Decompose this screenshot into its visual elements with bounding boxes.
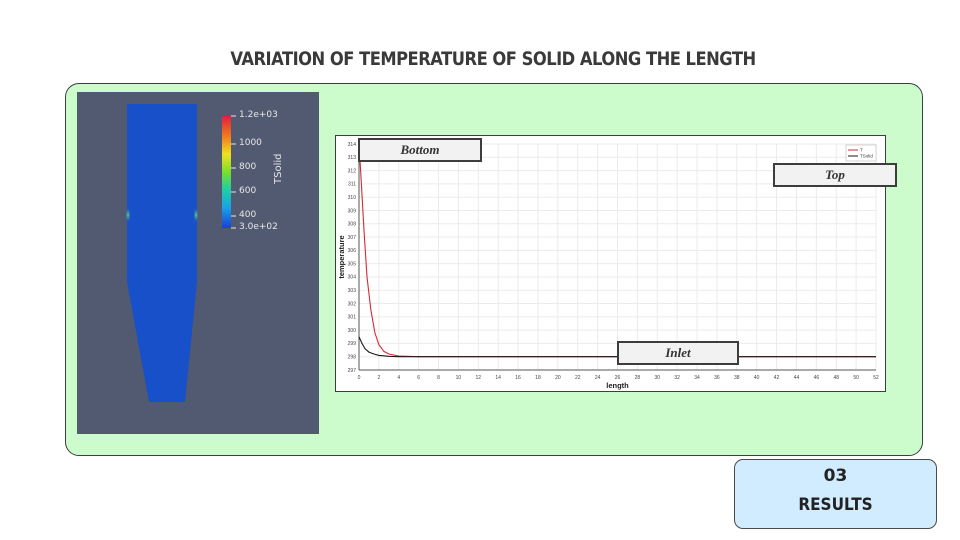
colorbar-tick-label: 1000	[239, 138, 262, 148]
y-tick-label: 305	[348, 261, 357, 267]
x-tick-label: 12	[476, 375, 482, 381]
colorbar-tick-label: 1.2e+03	[239, 110, 278, 120]
section-label: RESULTS	[798, 495, 873, 515]
y-tick-label: 297	[348, 368, 357, 374]
x-tick-label: 0	[358, 375, 361, 381]
colorbar-tick-label: 600	[239, 186, 257, 196]
temperature-contour-render: 1.2e+03 1000 800 600 400 3.0e+02 TSolid	[77, 92, 319, 434]
y-tick-label: 312	[348, 168, 357, 174]
x-tick-label: 22	[575, 375, 581, 381]
annotation-top: Top	[773, 163, 897, 187]
inlet-hotspot-left	[125, 207, 131, 223]
x-tick-label: 24	[595, 375, 601, 381]
y-tick-label: 313	[348, 155, 357, 161]
vessel-geometry	[127, 104, 197, 402]
legend-box	[845, 144, 877, 162]
legend-label: T	[860, 148, 863, 153]
y-tick-label: 307	[348, 235, 357, 241]
section-badge: 03 RESULTS	[734, 459, 937, 529]
x-tick-label: 52	[873, 375, 879, 381]
x-tick-label: 36	[714, 375, 720, 381]
x-tick-label: 18	[535, 375, 541, 381]
x-tick-label: 40	[754, 375, 760, 381]
y-axis-label: temperature	[337, 235, 346, 278]
x-tick-label: 14	[495, 375, 501, 381]
legend-label: TSolid	[860, 154, 873, 159]
y-tick-label: 311	[348, 182, 356, 188]
y-tick-label: 314	[348, 142, 357, 148]
y-tick-label: 300	[348, 328, 357, 334]
y-tick-label: 304	[348, 275, 357, 281]
x-tick-label: 4	[397, 375, 400, 381]
colorbar-title: TSolid	[273, 153, 284, 184]
x-tick-label: 32	[674, 375, 680, 381]
x-tick-label: 50	[853, 375, 859, 381]
geometry-svg	[125, 104, 236, 402]
x-tick-label: 34	[694, 375, 700, 381]
x-tick-label: 16	[515, 375, 521, 381]
x-tick-label: 2	[377, 375, 380, 381]
inlet-hotspot-right	[193, 207, 199, 223]
x-tick-label: 38	[734, 375, 740, 381]
x-tick-label: 44	[794, 375, 800, 381]
colorbar-tick-label: 800	[239, 162, 257, 172]
colorbar-tick-label: 3.0e+02	[239, 222, 278, 232]
x-tick-label: 48	[833, 375, 839, 381]
x-tick-label: 30	[654, 375, 660, 381]
x-tick-label: 10	[456, 375, 462, 381]
x-tick-label: 20	[555, 375, 561, 381]
colorbar	[222, 116, 231, 228]
annotation-bottom: Bottom	[358, 138, 482, 162]
colorbar-tick-label: 400	[239, 210, 257, 220]
y-tick-label: 306	[348, 248, 357, 254]
y-tick-label: 308	[348, 222, 357, 228]
y-tick-label: 303	[348, 288, 357, 294]
x-tick-label: 46	[814, 375, 820, 381]
x-tick-label: 26	[615, 375, 621, 381]
y-tick-label: 302	[348, 301, 357, 307]
y-tick-label: 310	[348, 195, 357, 201]
x-tick-label: 42	[774, 375, 780, 381]
y-tick-label: 298	[348, 355, 357, 361]
x-tick-label: 6	[417, 375, 420, 381]
x-axis-label: length	[606, 381, 629, 390]
y-tick-label: 299	[348, 341, 357, 347]
section-number: 03	[823, 466, 848, 486]
slide-title: VARIATION OF TEMPERATURE OF SOLID ALONG …	[230, 48, 756, 70]
colorbar-ticks	[231, 115, 236, 229]
x-tick-label: 28	[635, 375, 641, 381]
y-tick-label: 309	[348, 208, 357, 214]
x-tick-label: 8	[437, 375, 440, 381]
annotation-inlet: Inlet	[617, 341, 739, 365]
y-tick-label: 301	[348, 315, 357, 321]
